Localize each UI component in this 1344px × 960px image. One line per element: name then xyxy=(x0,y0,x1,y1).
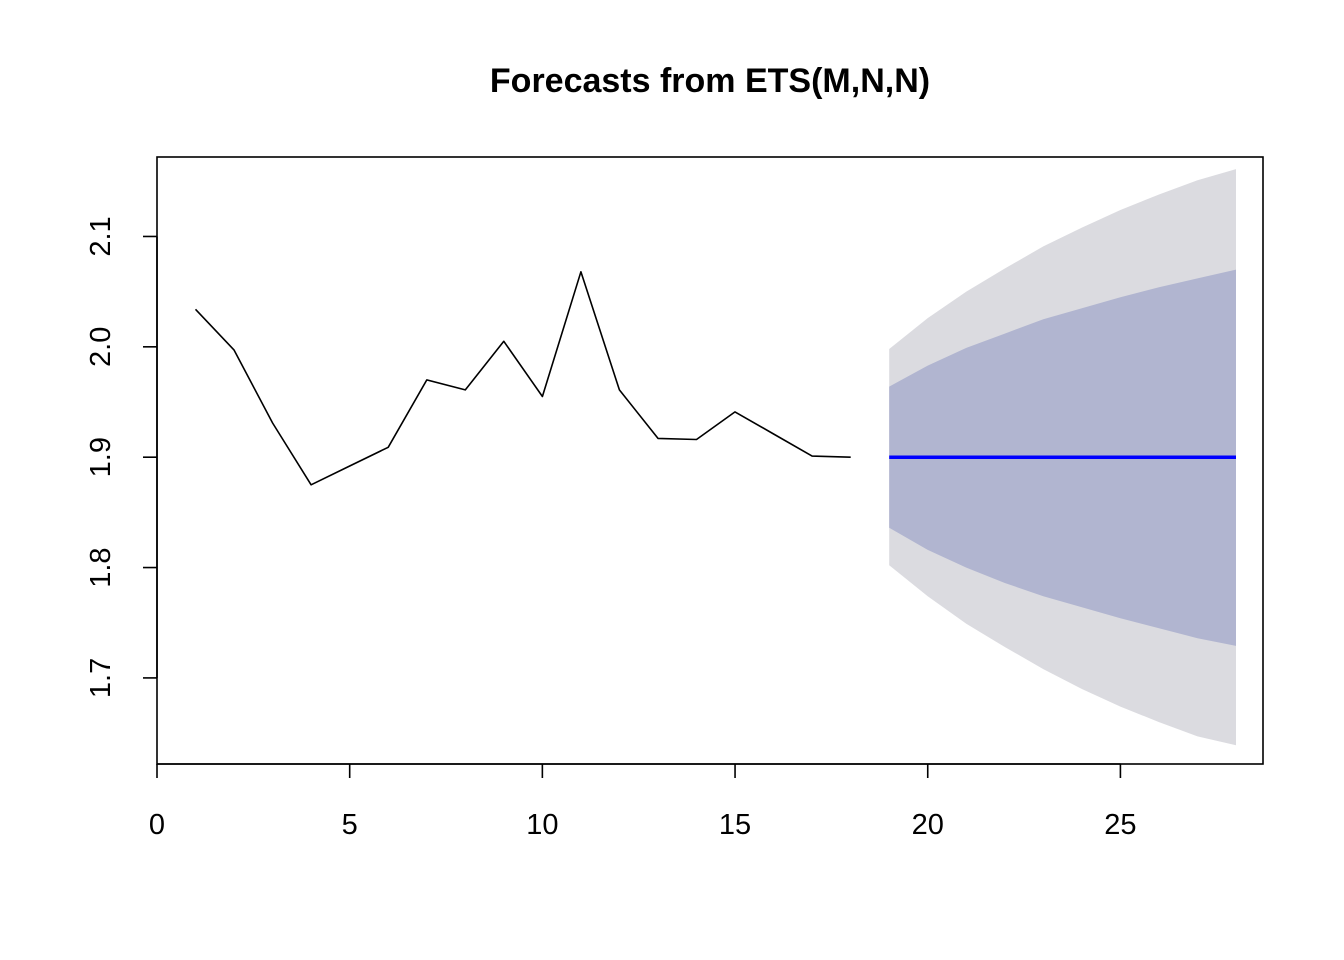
y-tick-label: 1.7 xyxy=(85,658,117,698)
y-tick-label: 2.0 xyxy=(85,327,117,367)
x-tick-label: 15 xyxy=(719,809,751,841)
y-tick-label: 2.1 xyxy=(85,216,117,256)
y-tick-label: 1.9 xyxy=(85,437,117,477)
x-axis: 0 5 10 15 20 25 xyxy=(149,763,1137,841)
x-tick-label: 5 xyxy=(342,809,358,841)
x-tick-label: 20 xyxy=(912,809,944,841)
x-tick-label: 0 xyxy=(149,809,165,841)
series-lines xyxy=(194,270,1236,486)
y-axis: 1.7 1.8 1.9 2.0 2.1 xyxy=(85,216,158,698)
x-tick-label: 10 xyxy=(526,809,558,841)
observed-line xyxy=(194,270,851,486)
y-tick-label: 1.8 xyxy=(85,547,117,587)
chart-title: Forecasts from ETS(M,N,N) xyxy=(490,62,930,100)
x-tick-label: 25 xyxy=(1104,809,1136,841)
